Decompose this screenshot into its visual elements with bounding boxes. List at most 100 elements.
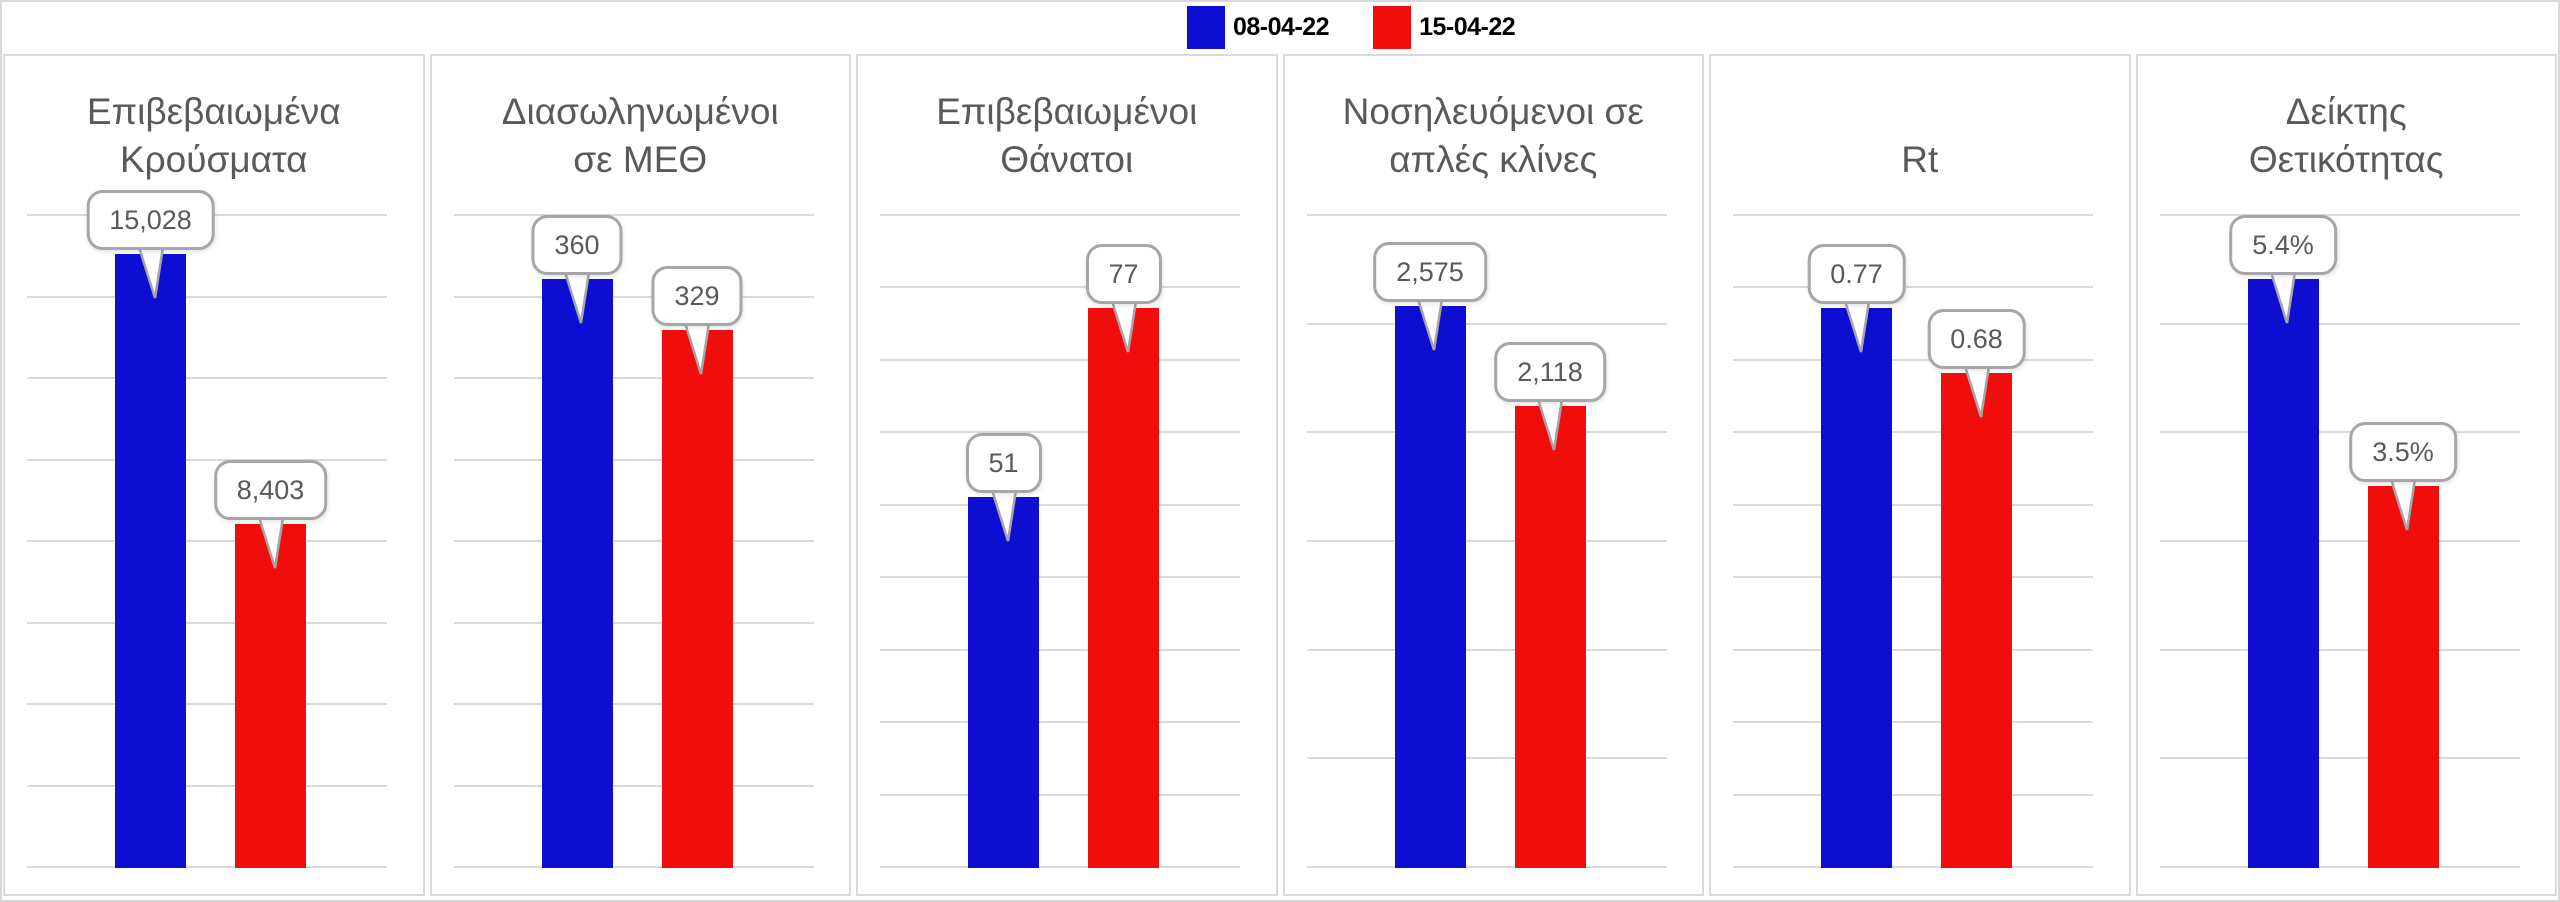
data-label-callout: 8,403 <box>213 459 328 520</box>
callout-tail-icon <box>2389 478 2417 531</box>
callout-tail-icon <box>683 322 711 375</box>
gridline <box>1733 576 2093 579</box>
callout-tail-icon <box>257 516 284 568</box>
axis-baseline <box>1306 866 1667 868</box>
gridline <box>2159 757 2520 760</box>
gridline <box>453 703 814 705</box>
bar-series2-15-04-22 <box>661 329 733 868</box>
callout-tail-icon <box>137 246 164 298</box>
callout-tail-icon <box>990 489 1017 541</box>
gridline <box>1733 286 2093 289</box>
callout-tail-icon <box>1963 366 1990 418</box>
bar-series1-08-04-22 <box>1394 306 1466 868</box>
gridline <box>453 214 814 216</box>
bar-series2-15-04-22 <box>1514 405 1586 868</box>
axis-baseline <box>453 866 814 868</box>
chart-title-line: Κρούσματα <box>119 139 308 180</box>
chart-title: Νοσηλευόμενοι σε απλές κλίνες <box>1291 56 1697 184</box>
callout-tail-icon <box>563 271 591 324</box>
chart-panel-1: Επιβεβαιωμένα Κρούσματα 15,028 8,403 <box>3 54 425 896</box>
data-label-callout: 2,118 <box>1494 341 1606 402</box>
chart-title-line: Διασωληνωμένοι <box>501 91 779 132</box>
gridline <box>27 703 387 705</box>
callout-tail-icon <box>1536 398 1564 451</box>
gridline <box>880 721 1240 724</box>
chart-title-line: Επιβεβαιωμένοι <box>936 91 1198 132</box>
gridline <box>1733 793 2093 796</box>
chart-title: Επιβεβαιωμένοι Θάνατοι <box>864 56 1270 184</box>
chart-title-line: Θάνατοι <box>1000 139 1134 180</box>
gridline <box>453 621 814 624</box>
chart-panel-3: Επιβεβαιωμένοι Θάνατοι 51 77 <box>856 54 1278 896</box>
gridline <box>453 377 814 379</box>
gridline <box>2159 214 2520 216</box>
gridline <box>27 295 387 298</box>
bar-series2-15-04-22 <box>1941 373 2012 868</box>
gridline <box>2159 540 2520 542</box>
axis-baseline <box>27 866 387 868</box>
gridline <box>880 214 1240 216</box>
legend-label-series2: 15-04-22 <box>1419 12 1516 41</box>
gridline <box>880 431 1240 434</box>
bar-series1-08-04-22 <box>115 253 186 868</box>
callout-tail-icon <box>1843 300 1870 353</box>
callout-tail-icon <box>1110 300 1137 353</box>
chart-title: Δείκτης Θετικότητας <box>2144 56 2550 184</box>
gridline <box>1733 431 2093 434</box>
gridline <box>1733 721 2093 724</box>
gridline <box>880 793 1240 796</box>
data-label-callout: 360 <box>531 215 623 276</box>
bar-series2-15-04-22 <box>1088 308 1159 868</box>
gridline <box>1733 358 2093 361</box>
axis-baseline <box>1733 866 2093 868</box>
chart-panels-row: Επιβεβαιωμένα Κρούσματα 15,028 8,403 Διασωλη… <box>3 54 2557 896</box>
gridline <box>2159 648 2520 651</box>
chart-legend: 08-04-22 15-04-22 <box>1187 4 1516 50</box>
gridline <box>27 540 387 542</box>
data-label-callout: 2,575 <box>1373 242 1487 303</box>
gridline <box>1733 503 2093 506</box>
legend-swatch-red-icon <box>1373 5 1412 49</box>
gridline <box>453 540 814 542</box>
gridline <box>1733 648 2093 651</box>
data-label-callout: 0.68 <box>1927 309 2026 370</box>
gridline <box>1306 322 1667 325</box>
gridline <box>880 358 1240 361</box>
gridline <box>1306 214 1667 216</box>
gridline <box>27 784 387 787</box>
legend-entry-series1: 08-04-22 <box>1187 5 1330 49</box>
gridline <box>453 295 814 298</box>
data-label-callout: 15,028 <box>86 189 215 250</box>
gridline <box>2159 322 2520 325</box>
gridline <box>880 286 1240 289</box>
data-label-callout: 5.4% <box>2229 215 2337 276</box>
gridline <box>1306 540 1667 542</box>
chart-title-line: Νοσηλευόμενοι σε <box>1342 91 1644 132</box>
legend-strip: 08-04-22 15-04-22 <box>2 2 2558 52</box>
gridline <box>880 648 1240 651</box>
chart-panel-4: Νοσηλευόμενοι σε απλές κλίνες 2,575 2,118 <box>1282 54 1704 896</box>
legend-swatch-blue-icon <box>1187 5 1225 49</box>
gridline <box>453 784 814 787</box>
bar-series1-08-04-22 <box>2247 279 2319 868</box>
legend-label-series1: 08-04-22 <box>1233 12 1330 41</box>
bar-series1-08-04-22 <box>968 496 1039 868</box>
chart-title-line: απλές κλίνες <box>1389 139 1598 180</box>
data-label-callout: 3.5% <box>2349 421 2457 482</box>
chart-title-line: Επιβεβαιωμένα <box>86 91 341 132</box>
gridline <box>27 377 387 379</box>
bar-series1-08-04-22 <box>541 279 613 868</box>
chart-title-line: Δείκτης <box>2285 91 2407 132</box>
callout-tail-icon <box>1416 298 1444 351</box>
gridline <box>880 576 1240 579</box>
gridline <box>2159 431 2520 434</box>
gridline <box>1733 214 2093 216</box>
data-label-callout: 0.77 <box>1807 244 1906 305</box>
chart-title-line: Θετικότητας <box>2248 139 2444 180</box>
gridline <box>453 458 814 461</box>
bar-series2-15-04-22 <box>2367 485 2439 868</box>
legend-entry-series2: 15-04-22 <box>1373 5 1516 49</box>
chart-title: Επιβεβαιωμένα Κρούσματα <box>11 56 417 184</box>
gridline <box>1306 757 1667 760</box>
